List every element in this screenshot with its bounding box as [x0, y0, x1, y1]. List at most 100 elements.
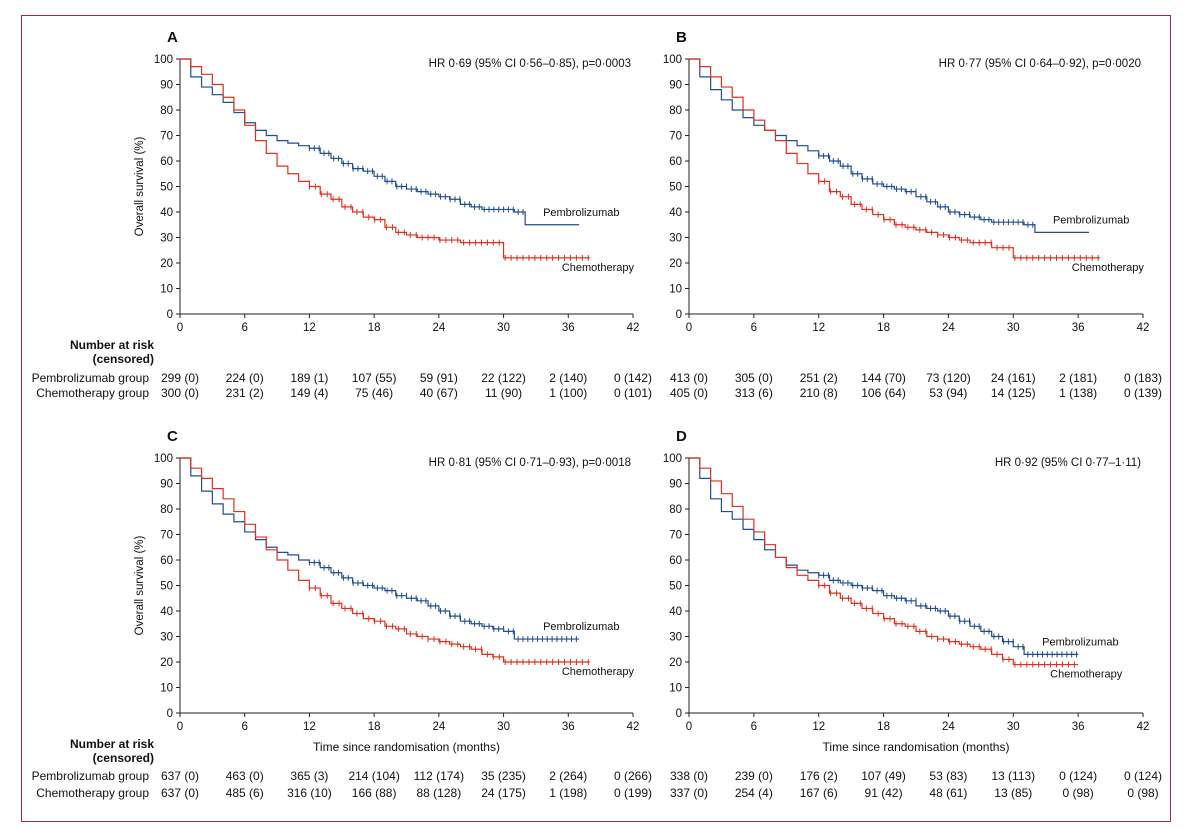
chemotherapy-survival-curve — [180, 457, 590, 663]
risk-value-pembrolizumab: 251 (2) — [800, 371, 838, 385]
pembrolizumab-survival-curve — [180, 457, 580, 640]
y-tick-label: 50 — [669, 182, 682, 194]
x-tick-label: 0 — [177, 721, 183, 733]
risk-value-pembrolizumab: 144 (70) — [861, 371, 906, 385]
y-tick-label: 100 — [154, 453, 173, 465]
y-tick-label: 80 — [669, 105, 682, 117]
x-tick-label: 12 — [303, 322, 316, 334]
risk-value-chemotherapy: 1 (138) — [1059, 386, 1097, 400]
x-tick-label: 24 — [942, 322, 955, 334]
chemotherapy-curve-label: Chemotherapy — [562, 262, 635, 274]
risk-table-title: Number at risk — [70, 338, 154, 352]
y-tick-label: 70 — [160, 530, 173, 542]
risk-value-chemotherapy: 88 (128) — [417, 786, 462, 800]
risk-value-chemotherapy: 166 (88) — [352, 786, 397, 800]
y-tick-label: 10 — [160, 284, 173, 296]
risk-value-chemotherapy: 0 (101) — [614, 386, 652, 400]
risk-value-pembrolizumab: 0 (124) — [1059, 769, 1097, 783]
figure-frame — [21, 15, 1171, 822]
y-tick-label: 20 — [160, 657, 173, 669]
y-tick-label: 70 — [669, 530, 682, 542]
risk-group-label: Pembrolizumab group — [32, 371, 150, 385]
risk-value-pembrolizumab: 299 (0) — [161, 371, 199, 385]
risk-value-pembrolizumab: 305 (0) — [735, 371, 773, 385]
risk-value-chemotherapy: 0 (98) — [1127, 786, 1158, 800]
x-tick-label: 12 — [303, 721, 316, 733]
risk-value-chemotherapy: 53 (94) — [929, 386, 967, 400]
x-tick-label: 42 — [1137, 721, 1150, 733]
x-tick-label: 36 — [1072, 322, 1085, 334]
risk-value-chemotherapy: 316 (10) — [287, 786, 332, 800]
risk-table-subtitle: (censored) — [93, 751, 154, 765]
x-tick-label: 42 — [627, 322, 640, 334]
hazard-ratio-annotation: HR 0·69 (95% CI 0·56–0·85), p=0·0003 — [429, 58, 631, 70]
y-tick-label: 90 — [160, 80, 173, 92]
risk-value-pembrolizumab: 239 (0) — [735, 769, 773, 783]
pembrolizumab-survival-curve — [689, 457, 1079, 655]
y-tick-label: 50 — [669, 581, 682, 593]
risk-value-chemotherapy: 300 (0) — [161, 386, 199, 400]
x-tick-label: 30 — [1007, 322, 1020, 334]
risk-value-pembrolizumab: 2 (264) — [549, 769, 587, 783]
pembrolizumab-survival-curve — [689, 58, 1089, 233]
y-tick-label: 40 — [669, 207, 682, 219]
x-tick-label: 6 — [242, 322, 248, 334]
panel-letter: C — [167, 428, 178, 445]
risk-value-pembrolizumab: 0 (124) — [1124, 769, 1162, 783]
risk-value-chemotherapy: 1 (198) — [549, 786, 587, 800]
x-tick-label: 6 — [751, 721, 757, 733]
risk-value-pembrolizumab: 24 (161) — [991, 371, 1036, 385]
y-tick-label: 50 — [160, 581, 173, 593]
x-tick-label: 12 — [812, 721, 825, 733]
x-tick-label: 0 — [686, 721, 692, 733]
y-tick-label: 60 — [669, 555, 682, 567]
risk-value-chemotherapy: 13 (85) — [994, 786, 1032, 800]
risk-value-pembrolizumab: 365 (3) — [290, 769, 328, 783]
risk-value-pembrolizumab: 59 (91) — [420, 371, 458, 385]
risk-value-pembrolizumab: 176 (2) — [800, 769, 838, 783]
y-tick-label: 40 — [160, 606, 173, 618]
x-tick-label: 36 — [1072, 721, 1085, 733]
x-axis-label: Time since randomisation (months) — [313, 740, 500, 754]
risk-value-pembrolizumab: 413 (0) — [670, 371, 708, 385]
x-tick-label: 30 — [497, 322, 510, 334]
y-tick-label: 20 — [160, 258, 173, 270]
risk-group-label: Pembrolizumab group — [32, 769, 150, 783]
risk-value-pembrolizumab: 2 (140) — [549, 371, 587, 385]
risk-group-label: Chemotherapy group — [36, 386, 149, 400]
y-tick-label: 40 — [669, 606, 682, 618]
risk-value-chemotherapy: 405 (0) — [670, 386, 708, 400]
x-tick-label: 18 — [368, 721, 381, 733]
y-tick-label: 0 — [676, 708, 682, 720]
pembrolizumab-curve-label: Pembrolizumab — [1053, 214, 1129, 226]
risk-value-chemotherapy: 0 (199) — [614, 786, 652, 800]
pembrolizumab-curve-label: Pembrolizumab — [543, 207, 619, 219]
risk-value-pembrolizumab: 107 (55) — [352, 371, 397, 385]
y-tick-label: 30 — [669, 632, 682, 644]
risk-value-pembrolizumab: 13 (113) — [991, 769, 1035, 783]
y-tick-label: 40 — [160, 207, 173, 219]
pembrolizumab-curve-label: Pembrolizumab — [543, 621, 619, 633]
risk-value-pembrolizumab: 112 (174) — [414, 769, 464, 783]
panel-d: D 0 10 20 30 40 50 60 70 80 90 100 0 6 12 18 24 30 36 42 Tim… — [663, 428, 1162, 800]
y-tick-label: 90 — [160, 479, 173, 491]
panel-letter: A — [167, 29, 178, 46]
risk-group-label: Chemotherapy group — [36, 786, 149, 800]
risk-value-pembrolizumab: 0 (266) — [614, 769, 652, 783]
y-tick-label: 50 — [160, 182, 173, 194]
x-tick-label: 18 — [877, 721, 890, 733]
x-tick-label: 30 — [1007, 721, 1020, 733]
risk-value-chemotherapy: 24 (175) — [481, 786, 526, 800]
risk-value-chemotherapy: 485 (6) — [226, 786, 264, 800]
y-tick-label: 80 — [160, 504, 173, 516]
panel-b: B 0 10 20 30 40 50 60 70 80 90 100 0 6 12 18 24 30 36 42 HR … — [663, 29, 1162, 400]
risk-value-pembrolizumab: 224 (0) — [226, 371, 264, 385]
risk-value-pembrolizumab: 35 (235) — [481, 769, 526, 783]
y-tick-label: 60 — [160, 555, 173, 567]
panel-c: C 0 10 20 30 40 50 60 70 80 90 100 0 6 12 18 24 30 36 42 Ove… — [32, 428, 652, 800]
chemotherapy-curve-label: Chemotherapy — [1072, 262, 1145, 274]
y-tick-label: 0 — [167, 309, 173, 321]
y-tick-label: 20 — [669, 258, 682, 270]
x-tick-label: 42 — [1137, 322, 1150, 334]
